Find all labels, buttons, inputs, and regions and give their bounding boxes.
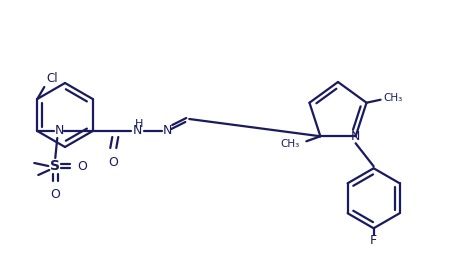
- Text: O: O: [50, 189, 60, 202]
- Text: S: S: [50, 159, 60, 173]
- Text: O: O: [109, 155, 118, 168]
- Text: Cl: Cl: [47, 72, 58, 84]
- Text: F: F: [370, 234, 377, 247]
- Text: CH₃: CH₃: [383, 93, 402, 103]
- Text: CH₃: CH₃: [281, 139, 300, 149]
- Text: N: N: [163, 124, 172, 138]
- Text: N: N: [133, 124, 142, 138]
- Text: O: O: [77, 159, 87, 172]
- Text: N: N: [55, 124, 64, 138]
- Text: N: N: [351, 130, 360, 143]
- Text: H: H: [135, 119, 144, 129]
